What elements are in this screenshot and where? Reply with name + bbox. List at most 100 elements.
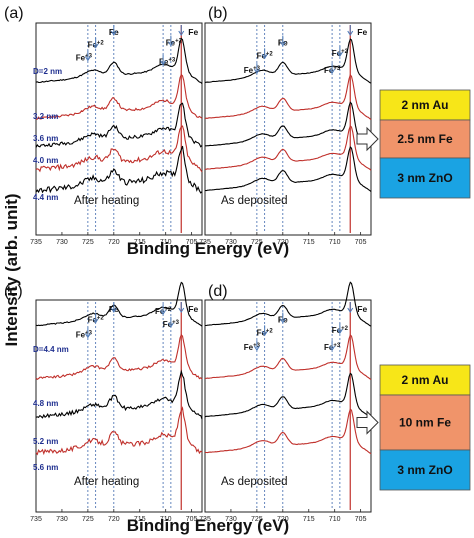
label-superscript: +2: [97, 41, 105, 47]
label-base: Fe: [88, 316, 98, 325]
peak-label: Fe+3: [324, 343, 341, 352]
y-axis-title: Intensity (arb. unit): [2, 194, 21, 347]
peak-label: Fe+3: [76, 53, 93, 62]
layer-box: [379, 89, 471, 121]
panel-b: 735730725720715710705(b)Fe+3Fe+2FeFe+3Fe…: [199, 5, 372, 246]
peak-arrowhead: [329, 68, 336, 75]
layer-box: [379, 364, 471, 396]
series-line: [204, 333, 372, 380]
panel-d: 735730725720715710705(d)Fe+3Fe+2FeFe+3Fe…: [199, 281, 372, 523]
series-line: [205, 101, 372, 148]
x-tick-label: 730: [225, 516, 237, 523]
layer-label: 3 nm ZnO: [397, 171, 452, 185]
layer-stack: 2 nm Au 2.5 nm Fe 3 nm ZnO: [356, 89, 471, 199]
x-tick-label: 715: [134, 239, 146, 246]
label-superscript: +2: [341, 326, 349, 332]
layer-label: 2 nm Au: [402, 373, 449, 387]
peak-arrowhead: [92, 318, 99, 324]
panel-letter: (a): [4, 5, 24, 22]
series-line: [204, 73, 372, 120]
layer-box: [379, 157, 471, 199]
x-tick-label: 705: [186, 516, 198, 523]
label-base: Fe: [257, 51, 267, 60]
label-superscript: +2: [175, 39, 183, 45]
x-tick-label: 720: [108, 239, 120, 246]
panel-letter: (d): [208, 283, 228, 300]
x-tick-label: 715: [303, 516, 315, 523]
series-line: [35, 406, 203, 456]
x-tick-label: 710: [329, 516, 341, 523]
panel-c: 735 730 725 720 715 710 705 (c) D=4.4 nm 4.8 nm 5.…: [4, 281, 203, 523]
x-tick-label: 725: [251, 239, 263, 246]
layer-box: [379, 119, 471, 159]
peak-arrowhead: [336, 51, 343, 58]
x-tick-label: 735: [30, 239, 42, 246]
peak-label: Fe+2: [155, 307, 172, 316]
label-base: Fe: [332, 49, 342, 58]
peak-label: Fe: [357, 27, 367, 37]
label-superscript: +2: [266, 51, 274, 57]
x-tick-label: 710: [160, 239, 172, 246]
label-base: Fe: [332, 326, 342, 335]
series-line: [204, 125, 372, 171]
label-superscript: +2: [164, 307, 172, 313]
series-line: [204, 372, 372, 418]
panel-note: As deposited: [221, 195, 288, 207]
peak-label: Fe+3: [159, 58, 176, 67]
label-superscript: +2: [97, 316, 105, 322]
peak-arrowhead: [178, 307, 185, 313]
label-base: Fe: [88, 41, 98, 50]
series-line: [35, 73, 203, 120]
x-tick-label: 730: [56, 516, 68, 523]
x-tick-label: 730: [56, 239, 68, 246]
series-line: [204, 146, 372, 193]
x-tick-label: 720: [277, 516, 289, 523]
peak-arrowhead: [279, 41, 286, 47]
series-label: 4.4 nm: [33, 193, 58, 202]
peak-arrowhead: [347, 307, 354, 313]
peak-arrowhead: [329, 345, 336, 352]
x-tick-label: 725: [251, 516, 263, 523]
series-label: D=2 nm: [33, 67, 62, 76]
peak-label: Fe+2: [88, 316, 105, 325]
peak-arrowhead: [253, 68, 260, 75]
label-base: Fe: [324, 66, 334, 75]
peak-arrowhead: [84, 56, 91, 62]
peak-label: Fe+3: [76, 330, 93, 339]
peak-label: Fe: [188, 304, 198, 314]
label-base: Fe: [163, 320, 173, 329]
peak-label: Fe+2: [332, 49, 349, 58]
label-superscript: +3: [85, 53, 93, 59]
x-tick-label: 710: [160, 516, 172, 523]
peak-label: Fe: [188, 27, 198, 37]
label-base: Fe: [244, 66, 254, 75]
layer-label: 3 nm ZnO: [397, 463, 452, 477]
x-tick-label: 705: [355, 239, 367, 246]
peak-arrowhead: [160, 309, 167, 316]
label-base: Fe: [324, 343, 334, 352]
peak-arrowhead: [253, 345, 260, 352]
series-line: [35, 281, 203, 327]
panels-group: 735 730 725 720 715 710 705 (a) D=2 nm 3.2 nm 3.6 …: [4, 5, 372, 523]
series-label: 3.6 nm: [33, 134, 58, 143]
layer-label: 10 nm Fe: [399, 416, 451, 430]
layer-box: [379, 394, 471, 451]
peak-arrowhead: [178, 30, 185, 36]
peak-arrowhead: [167, 322, 174, 328]
series-label: 4.8 nm: [33, 399, 58, 408]
label-base: Fe: [244, 343, 254, 352]
label-superscript: +3: [172, 320, 180, 326]
series-line: [35, 125, 203, 173]
peak-arrowhead: [336, 328, 343, 335]
label-base: Fe: [76, 53, 86, 62]
panel-frame: [204, 22, 372, 236]
label-superscript: +3: [168, 58, 176, 64]
peak-label: Fe+2: [88, 41, 105, 50]
layer-box: [379, 449, 471, 491]
pointer-arrow: [356, 126, 379, 152]
peak-label: Fe+2: [257, 51, 274, 60]
layer-label: 2 nm Au: [402, 98, 449, 112]
pointer-arrow: [356, 410, 379, 435]
panel-frame: [204, 299, 372, 513]
series-line: [204, 38, 372, 84]
